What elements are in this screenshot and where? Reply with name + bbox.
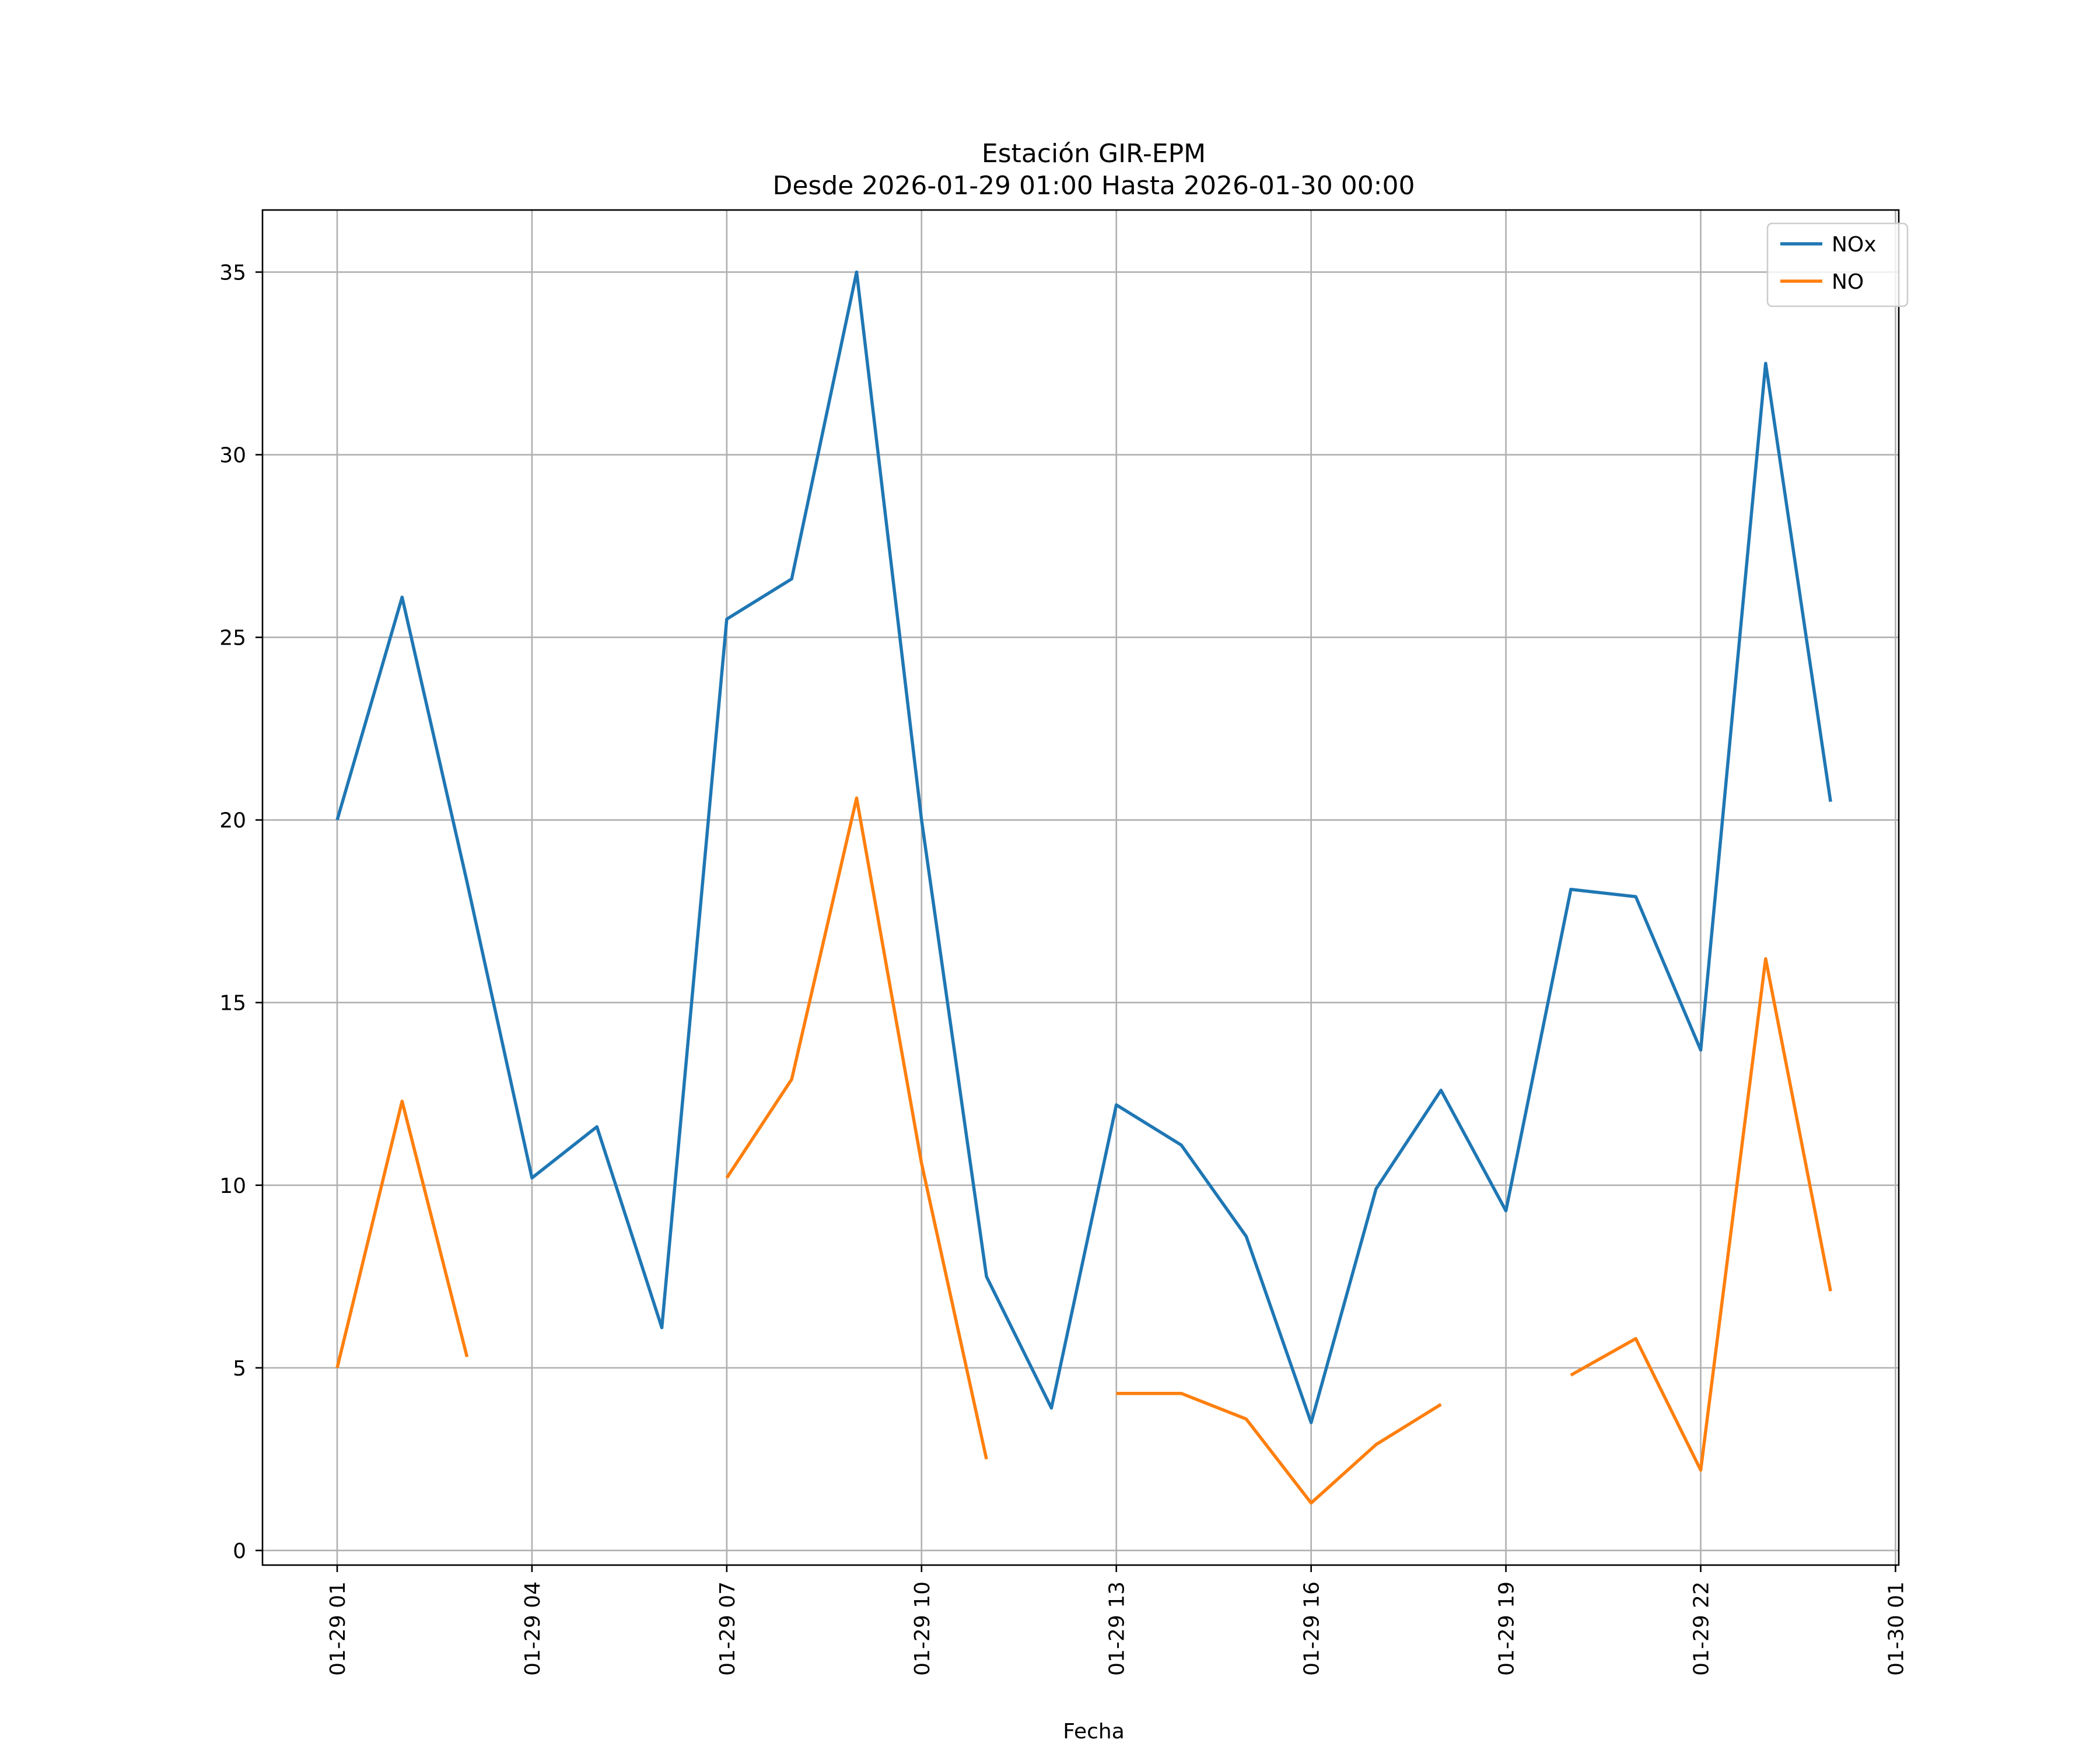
y-tick-label: 15 xyxy=(219,992,246,1016)
legend-label-nox: NOx xyxy=(1832,233,1877,257)
series-nox xyxy=(335,270,1832,1424)
x-tick-label: 01-29 10 xyxy=(911,1581,935,1676)
y-tick-label: 25 xyxy=(219,626,246,650)
x-tick-label: 01-29 07 xyxy=(716,1581,740,1676)
x-tick-label: 01-29 16 xyxy=(1300,1581,1324,1676)
y-tick-label: 0 xyxy=(233,1539,246,1563)
series-line-segment xyxy=(1116,1391,1442,1505)
y-tick-label: 30 xyxy=(219,444,246,468)
x-tick-label: 01-29 04 xyxy=(521,1581,545,1676)
x-axis: 01-29 01 01-29 04 01-29 07 01-29 10 01-29 13… xyxy=(326,1565,1908,1676)
y-axis: 0 5 10 15 20 25 30 35 xyxy=(219,261,262,1563)
x-tick-label: 01-29 01 xyxy=(326,1581,350,1676)
chart-title: Estación GIR-EPM xyxy=(982,139,1206,169)
y-tick-label: 10 xyxy=(219,1174,246,1198)
x-tick-label: 01-29 13 xyxy=(1105,1581,1129,1676)
series-line-segment xyxy=(335,270,1832,1424)
chart-subtitle: Desde 2026-01-29 01:00 Hasta 2026-01-30 … xyxy=(772,171,1415,201)
series-layer xyxy=(335,270,1832,1505)
legend: NOx NO xyxy=(1766,222,1909,307)
x-tick-label: 01-29 22 xyxy=(1690,1581,1714,1676)
series-no xyxy=(335,796,1832,1505)
plot-frame xyxy=(261,209,1900,1566)
y-tick-label: 5 xyxy=(233,1357,246,1381)
x-tick-label: 01-29 19 xyxy=(1495,1581,1519,1676)
x-tick-label: 01-30 01 xyxy=(1884,1581,1908,1676)
legend-label-no: NO xyxy=(1832,270,1864,294)
y-tick-label: 20 xyxy=(219,809,246,833)
grid xyxy=(262,210,1899,1565)
y-tick-label: 35 xyxy=(219,261,246,285)
x-axis-label: Fecha xyxy=(1063,1720,1125,1744)
